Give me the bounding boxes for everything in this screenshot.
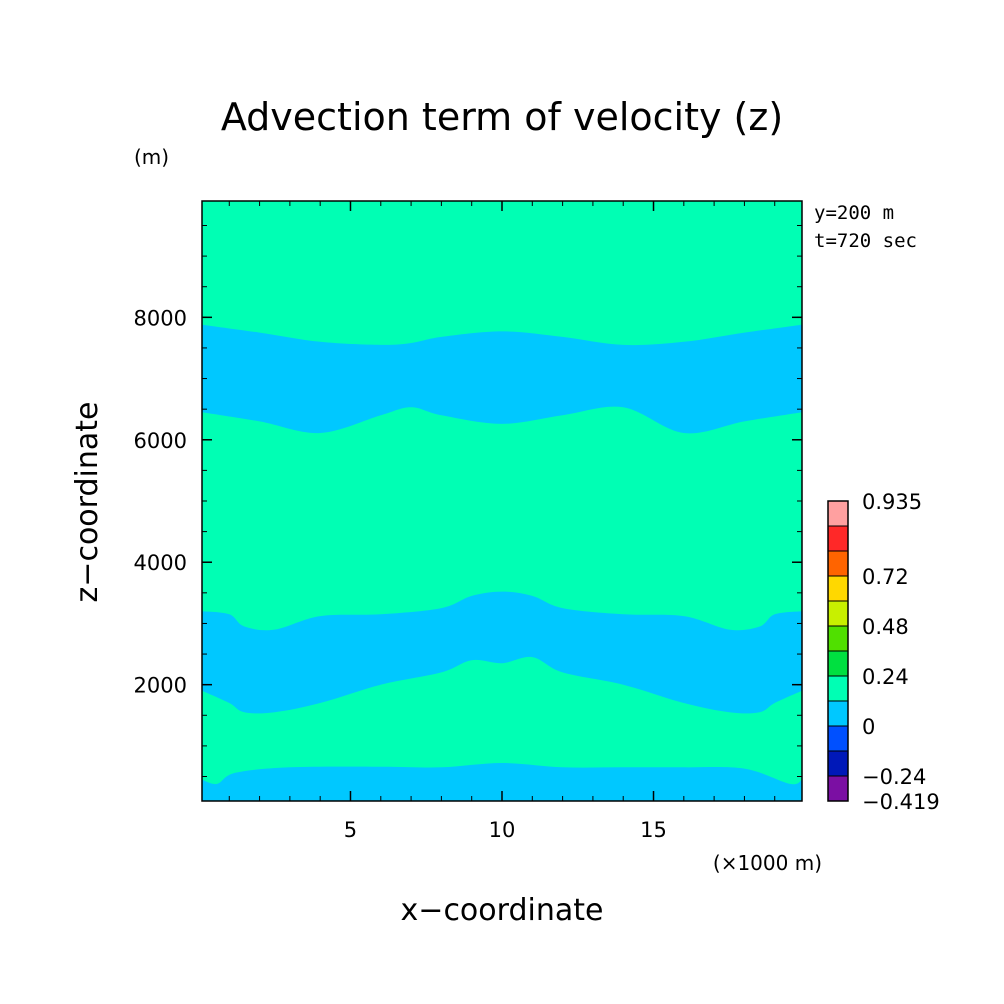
y-tick-label: 6000 xyxy=(134,429,187,453)
x-tick-label: 5 xyxy=(344,818,357,842)
y-axis-unit: (m) xyxy=(134,145,169,169)
y-tick-label: 4000 xyxy=(134,551,187,575)
colorbar-swatch xyxy=(827,600,849,627)
colorbar: −0.419−0.24 0 0.24 0.48 0.72 0.935 xyxy=(827,490,940,814)
colorbar-label: 0.72 xyxy=(862,565,909,589)
colorbar-swatch xyxy=(827,625,849,652)
colorbar-swatch xyxy=(827,500,849,527)
colorbar-label: −0.419 xyxy=(862,790,940,814)
contour-band-3 xyxy=(202,763,802,801)
colorbar-label: 0.935 xyxy=(862,490,922,514)
x-axis-unit: (×1000 m) xyxy=(713,851,822,875)
colorbar-label: −0.24 xyxy=(862,765,926,789)
x-axis-label: x−coordinate xyxy=(401,893,604,928)
colorbar-swatch xyxy=(827,675,849,702)
contour-field xyxy=(202,201,802,801)
colorbar-swatch xyxy=(827,775,849,802)
x-tick-label: 10 xyxy=(489,818,516,842)
y-tick-label: 2000 xyxy=(134,674,187,698)
y-axis-label: z−coordinate xyxy=(70,402,105,603)
contour-band-1 xyxy=(202,324,802,434)
annotation-y-position: y=200 m xyxy=(814,202,894,224)
colorbar-swatch xyxy=(827,725,849,752)
colorbar-swatch xyxy=(827,650,849,677)
colorbar-frame xyxy=(827,500,849,802)
background-level xyxy=(202,201,802,801)
annotation-time: t=720 sec xyxy=(814,230,917,252)
colorbar-label: 0.48 xyxy=(862,615,909,639)
colorbar-swatch xyxy=(827,525,849,552)
colorbar-swatch xyxy=(827,750,849,777)
x-tick-label: 15 xyxy=(640,818,667,842)
contour-band-2 xyxy=(202,591,802,714)
plot-area: 5 10 15 2000 4000 6000 8000 xyxy=(134,200,803,842)
colorbar-swatch xyxy=(827,550,849,577)
y-tick-label: 8000 xyxy=(134,306,187,330)
colorbar-swatch xyxy=(827,575,849,602)
colorbar-label: 0 xyxy=(862,715,875,739)
chart-title: Advection term of velocity (z) xyxy=(221,95,783,139)
colorbar-swatch xyxy=(827,700,849,727)
colorbar-label: 0.24 xyxy=(862,665,909,689)
